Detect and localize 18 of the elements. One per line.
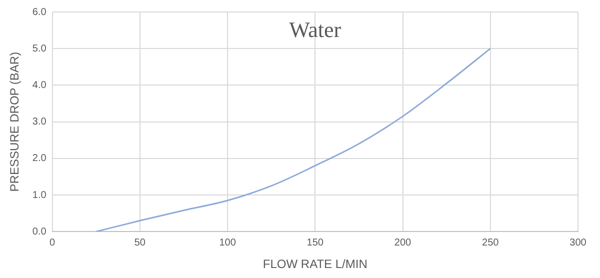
x-tick-label: 100: [219, 237, 236, 248]
y-tick-label: 0.0: [32, 226, 47, 238]
y-tick-label: 3.0: [32, 116, 47, 128]
y-tick-label: 4.0: [32, 80, 47, 91]
x-tick-label: 300: [570, 237, 587, 248]
line-series: [95, 48, 492, 232]
x-tick-label: 200: [394, 237, 412, 248]
x-tick-label: 150: [306, 237, 324, 248]
y-tick-label: 1.0: [32, 190, 47, 201]
y-tick-label: 2.0: [32, 153, 47, 164]
x-tick-label: 50: [134, 237, 146, 248]
y-tick-label: 6.0: [32, 6, 47, 18]
y-tick-label: 5.0: [32, 43, 47, 54]
x-tick-label: 0: [50, 237, 56, 248]
x-tick-label: 250: [482, 237, 500, 248]
chart-title: Water: [289, 16, 342, 42]
x-axis-title: FLOW RATE L/MIN: [262, 257, 368, 272]
y-axis-title: PRESSURE DROP (BAR): [8, 52, 22, 192]
